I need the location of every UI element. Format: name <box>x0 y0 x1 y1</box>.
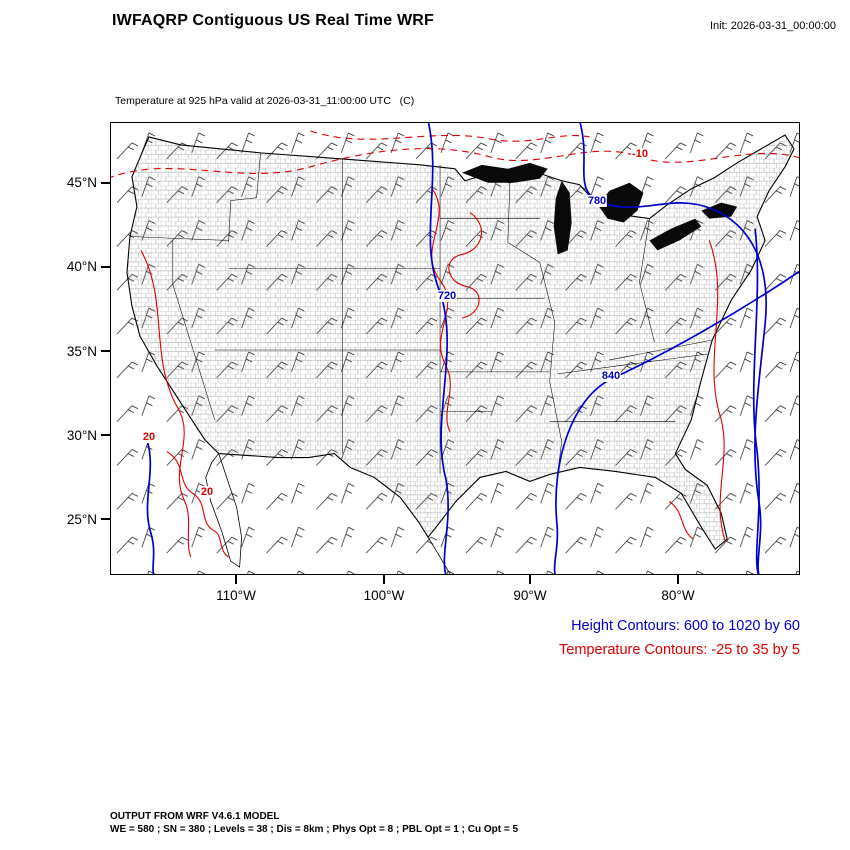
mexico-coast-outline <box>427 536 451 574</box>
contour-label-height-720: 720 <box>436 290 458 302</box>
map-area: -10 780 720 840 20 20 <box>110 122 800 575</box>
contour-label-temp-20-west: 20 <box>141 431 157 443</box>
xaxis-tick <box>529 575 531 584</box>
xaxis-label-110w: 110°W <box>216 588 256 603</box>
yaxis-label-30n: 30°N <box>66 428 97 443</box>
us-border-outline <box>126 134 795 550</box>
temperature-contours <box>111 130 799 558</box>
xaxis-tick <box>677 575 679 584</box>
model-config-line: WE = 580 ; SN = 380 ; Levels = 38 ; Dis … <box>110 824 519 835</box>
state-boundaries <box>129 152 713 474</box>
baja-peninsula-outline <box>205 452 243 568</box>
xaxis-label-80w: 80°W <box>661 588 695 603</box>
yaxis-tick <box>101 350 110 352</box>
yaxis-label-25n: 25°N <box>66 512 97 527</box>
yaxis-tick <box>101 434 110 436</box>
yaxis-label-45n: 45°N <box>66 175 97 190</box>
xaxis-label-100w: 100°W <box>363 588 405 603</box>
contour-label-temp-20-socal: 20 <box>199 486 215 498</box>
temperature-contour-legend: Temperature Contours: -25 to 35 by 5 <box>559 642 800 658</box>
yaxis-tick <box>101 182 110 184</box>
xaxis-tick <box>383 575 385 584</box>
yaxis-label-40n: 40°N <box>66 259 97 274</box>
xaxis-tick <box>235 575 237 584</box>
height-contour-legend: Height Contours: 600 to 1020 by 60 <box>571 618 800 634</box>
wrf-map-canvas <box>111 123 799 574</box>
init-timestamp: Init: 2026-03-31_00:00:00 <box>710 20 836 32</box>
model-output-line: OUTPUT FROM WRF V4.6.1 MODEL <box>110 811 280 822</box>
contour-label-temp--10: -10 <box>631 148 649 160</box>
temperature-field-label: Temperature at 925 hPa valid at 2026-03-… <box>115 95 415 107</box>
xaxis-label-90w: 90°W <box>513 588 547 603</box>
yaxis-tick <box>101 518 110 520</box>
great-lakes <box>461 162 738 255</box>
yaxis-label-35n: 35°N <box>66 344 97 359</box>
contour-label-height-780: 780 <box>586 195 608 207</box>
model-info: OUTPUT FROM WRF V4.6.1 MODEL WE = 580 ; … <box>110 810 518 836</box>
yaxis-tick <box>101 266 110 268</box>
contour-label-height-840: 840 <box>600 370 622 382</box>
plot-title: IWFAQRP Contiguous US Real Time WRF <box>112 12 434 29</box>
